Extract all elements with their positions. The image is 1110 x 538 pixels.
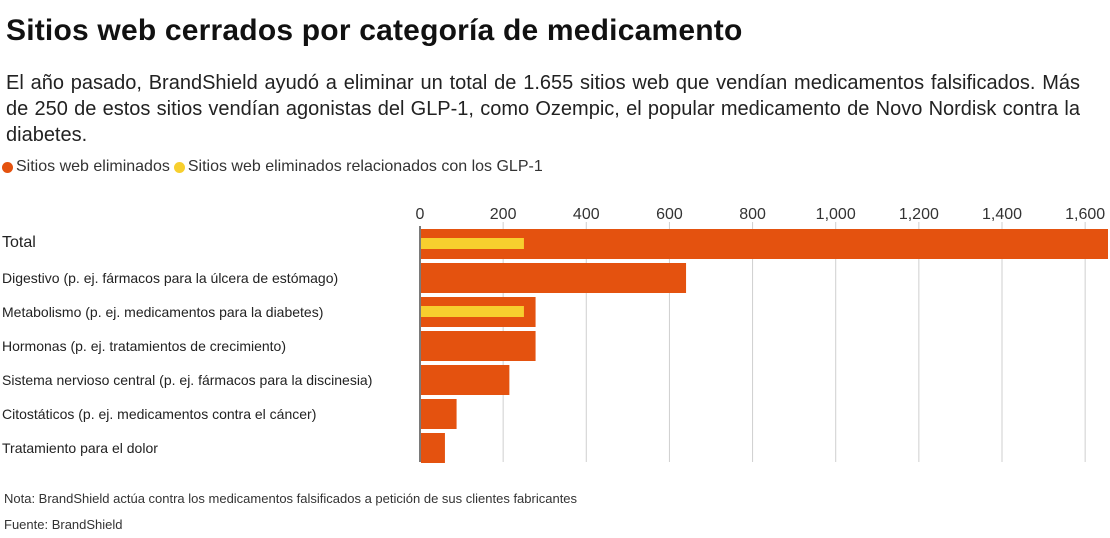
legend-dot-orange [2,161,13,173]
x-tick-label: 0 [416,206,425,223]
bar-websites [421,433,445,463]
bar-chart: 0 200 400 600 800 1,000 1,200 1,400 1,600 [416,206,1108,463]
bar-websites [421,399,457,429]
chart-note: Nota: BrandShield actúa contra los medic… [4,491,578,506]
legend-label-websites: Sitios web eliminados [16,158,170,175]
bar-glp1 [421,306,524,317]
category-label: Tratamiento para el dolor [2,440,158,456]
x-tick-label: 1,200 [899,206,939,223]
x-tick-label: 1,000 [816,206,856,223]
bar-glp1 [421,238,524,249]
bar-websites [421,229,1108,259]
x-tick-label: 800 [739,206,766,223]
category-label: Metabolismo (p. ej. medicamentos para la… [2,304,324,320]
category-label: Digestivo (p. ej. fármacos para la úlcer… [2,270,339,286]
category-label: Citostáticos (p. ej. medicamentos contra… [2,406,317,422]
bar-websites [421,331,536,361]
chart-title: Sitios web cerrados por categoría de med… [6,14,743,47]
x-tick-label: 400 [573,206,600,223]
bar-websites [421,365,510,395]
legend-item-glp1: Sitios web eliminados relacionados con l… [173,158,543,176]
x-tick-label: 600 [656,206,683,223]
x-tick-label: 200 [490,206,517,223]
category-label: Sistema nervioso central (p. ej. fármaco… [2,372,373,388]
chart-subtitle: El año pasado, BrandShield ayudó a elimi… [6,72,1080,146]
legend-item-websites: Sitios web eliminados [2,158,170,176]
legend-label-glp1: Sitios web eliminados relacionados con l… [187,158,543,175]
category-label: Total [2,234,36,251]
bar-websites [421,263,687,293]
chart-source: Fuente: BrandShield [4,517,123,532]
category-label: Hormonas (p. ej. tratamientos de crecimi… [2,338,286,354]
x-tick-label: 1,400 [982,206,1022,223]
legend: Sitios web eliminados Sitios web elimina… [2,158,547,176]
legend-dot-yellow [173,161,185,173]
x-tick-label: 1,600 [1065,206,1105,223]
